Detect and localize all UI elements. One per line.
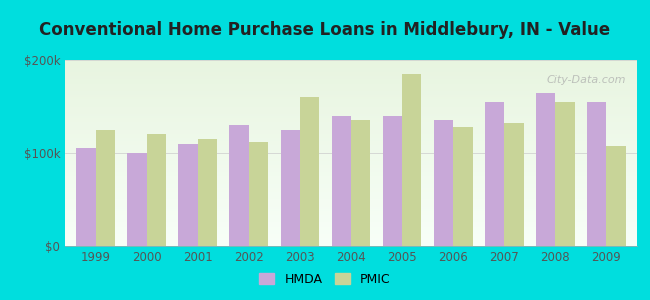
Text: City-Data.com: City-Data.com <box>546 75 625 85</box>
Bar <box>281 130 300 246</box>
Bar <box>178 144 198 246</box>
Text: Conventional Home Purchase Loans in Middlebury, IN - Value: Conventional Home Purchase Loans in Midd… <box>40 21 610 39</box>
Bar <box>249 142 268 246</box>
Bar <box>453 127 473 246</box>
Bar <box>587 102 606 246</box>
Bar <box>332 116 351 246</box>
Bar <box>555 102 575 246</box>
Bar <box>351 120 370 246</box>
Legend: HMDA, PMIC: HMDA, PMIC <box>254 268 396 291</box>
Bar <box>76 148 96 246</box>
Bar <box>383 116 402 246</box>
Bar <box>504 123 524 246</box>
Bar <box>402 74 421 246</box>
Bar <box>147 134 166 246</box>
Bar <box>434 120 453 246</box>
Bar <box>300 97 319 246</box>
Bar <box>485 102 504 246</box>
Bar <box>127 153 147 246</box>
Bar <box>96 130 115 246</box>
Bar <box>198 139 217 246</box>
Bar <box>229 125 249 246</box>
Bar <box>536 92 555 246</box>
Bar <box>606 146 626 246</box>
